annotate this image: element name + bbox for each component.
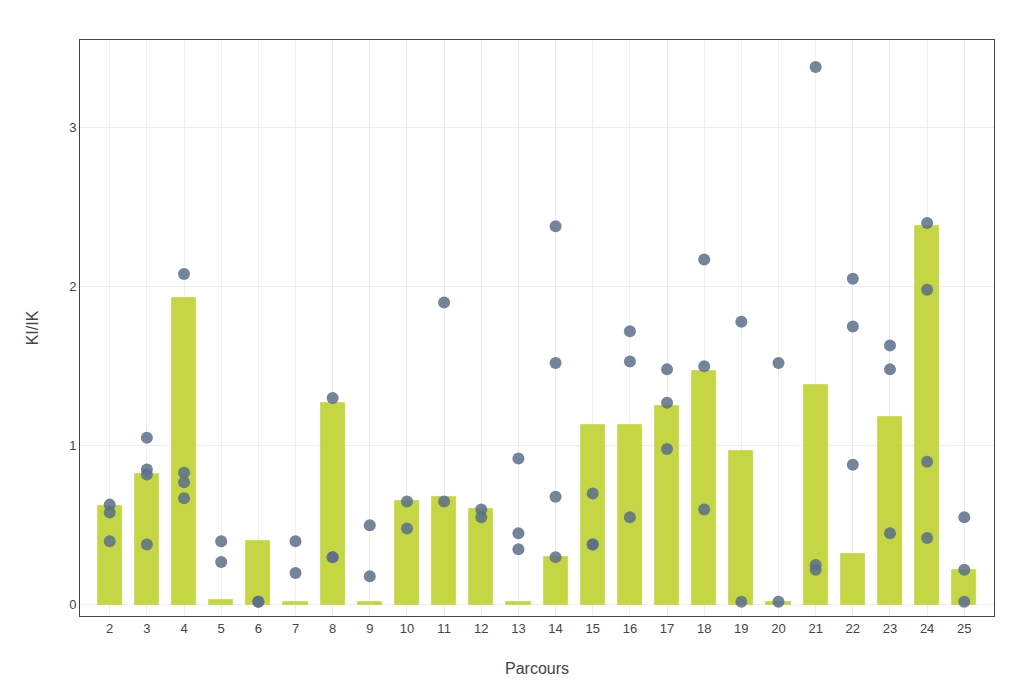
svg-text:18: 18 (697, 621, 711, 636)
svg-text:24: 24 (920, 621, 934, 636)
svg-text:12: 12 (474, 621, 488, 636)
svg-text:0: 0 (69, 597, 76, 612)
svg-text:9: 9 (366, 621, 373, 636)
svg-text:25: 25 (957, 621, 971, 636)
svg-text:KI/IK: KI/IK (24, 310, 41, 345)
svg-text:3: 3 (69, 120, 76, 135)
svg-text:16: 16 (623, 621, 637, 636)
svg-text:5: 5 (218, 621, 225, 636)
svg-text:15: 15 (585, 621, 599, 636)
svg-text:22: 22 (846, 621, 860, 636)
svg-text:7: 7 (292, 621, 299, 636)
svg-text:3: 3 (143, 621, 150, 636)
svg-text:10: 10 (400, 621, 414, 636)
svg-text:2: 2 (106, 621, 113, 636)
svg-text:23: 23 (883, 621, 897, 636)
svg-text:21: 21 (808, 621, 822, 636)
svg-text:1: 1 (69, 438, 76, 453)
svg-text:14: 14 (548, 621, 562, 636)
svg-text:6: 6 (255, 621, 262, 636)
svg-text:Parcours: Parcours (505, 660, 569, 677)
svg-text:19: 19 (734, 621, 748, 636)
svg-text:20: 20 (771, 621, 785, 636)
svg-text:13: 13 (511, 621, 525, 636)
svg-text:4: 4 (180, 621, 187, 636)
svg-text:11: 11 (437, 621, 451, 636)
svg-text:17: 17 (660, 621, 674, 636)
svg-text:2: 2 (69, 279, 76, 294)
svg-text:8: 8 (329, 621, 336, 636)
